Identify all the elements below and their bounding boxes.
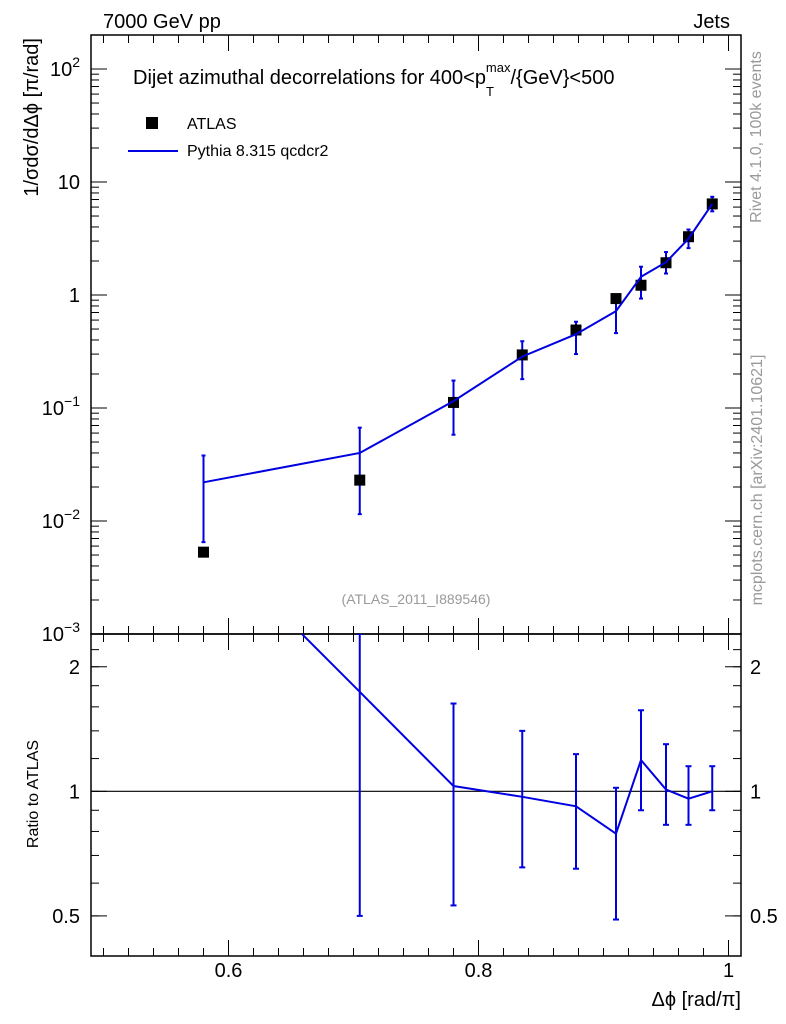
y-tick-label: 1 (69, 285, 80, 307)
ratio-axis-ticks (91, 633, 741, 957)
ratio-y-axis-title: Ratio to ATLAS (25, 740, 42, 848)
plot-title: Dijet azimuthal decorrelations for 400<p… (133, 60, 614, 99)
ratio-y-tick-label-right: 0.5 (750, 906, 778, 928)
ratio-series-layer (300, 634, 716, 921)
x-tick-label: 0.6 (215, 960, 243, 982)
atlas-data-point (354, 474, 366, 486)
atlas-data-point (516, 349, 528, 361)
atlas-data-point (610, 293, 622, 305)
ratio-y-tick-label-right: 1 (750, 781, 761, 803)
x-tick-label: 0.8 (465, 960, 493, 982)
ratio-line (300, 634, 713, 836)
mcplots-label: mcplots.cern.ch [arXiv:2401.10621] (749, 355, 766, 606)
x-tick-label: 1 (723, 960, 734, 982)
atlas-data-point (635, 279, 647, 291)
ratio-y-tick-label-right: 2 (750, 657, 761, 679)
legend-atlas-marker (146, 117, 158, 129)
ratio-y-tick-label-left: 2 (69, 657, 80, 679)
rivet-version-label: Rivet 4.1.0, 100k events (748, 51, 765, 223)
ratio-tick-labels: 0.5 0.5 1 1 2 2 0.6 0.8 1 (52, 657, 778, 982)
y-tick-label: 10 (58, 172, 80, 194)
pythia-mc-line (203, 203, 714, 484)
y-tick-label: 10−1 (42, 393, 80, 420)
legend-pythia-label: Pythia 8.315 qcdcr2 (187, 143, 329, 160)
ratio-y-tick-label-left: 0.5 (52, 906, 80, 928)
legend-atlas-label: ATLAS (187, 116, 237, 133)
main-series-layer (198, 195, 718, 558)
header-energy-label: 7000 GeV pp (103, 11, 221, 33)
y-tick-label: 102 (50, 54, 80, 81)
analysis-id-label: (ATLAS_2011_I889546) (342, 591, 491, 607)
y-tick-label: 10−3 (42, 619, 80, 646)
header-process-label: Jets (693, 11, 730, 33)
main-y-tick-labels: 10−3 10−2 10−1 1 10 102 (42, 54, 80, 646)
x-axis-title: Δϕ [rad/π] (652, 989, 742, 1011)
atlas-data-point (448, 396, 459, 408)
ratio-panel-frame (90, 633, 742, 957)
atlas-data-point (683, 231, 694, 243)
main-y-axis-title: 1/σdσ/dΔϕ [π/rad] (21, 38, 43, 197)
atlas-data-point (570, 324, 582, 336)
atlas-data-point (198, 546, 209, 558)
ratio-y-tick-label-left: 1 (69, 781, 80, 803)
y-tick-label: 10−2 (42, 506, 80, 533)
ratio-clipped-group (300, 634, 716, 921)
main-axis-ticks (91, 34, 741, 635)
